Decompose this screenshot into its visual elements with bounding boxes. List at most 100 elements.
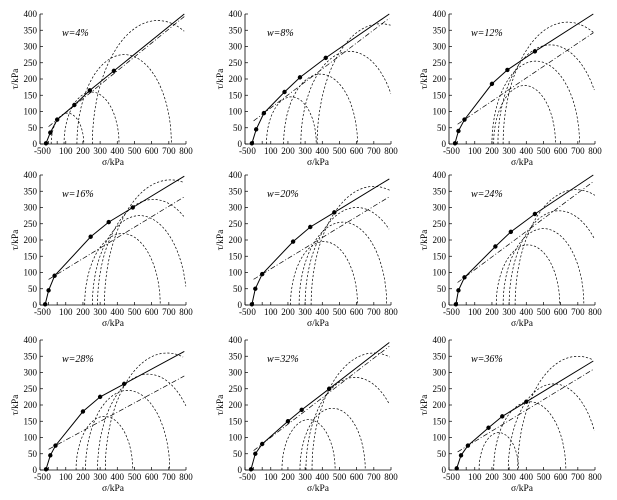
y-tick-label: 50: [233, 284, 243, 294]
mohr-circle: [304, 207, 390, 306]
y-tick-label: 0: [442, 300, 447, 310]
data-point: [285, 419, 291, 424]
x-tick-label: 200: [485, 146, 499, 156]
mohr-circle: [50, 112, 85, 144]
y-tick-label: 50: [233, 123, 243, 133]
x-tick-label: 0: [46, 472, 51, 482]
y-axis-label: τ/kPa: [420, 394, 430, 415]
y-tick-label: 400: [24, 9, 38, 19]
x-tick-label: 500: [537, 146, 551, 156]
y-tick-label: 250: [433, 219, 447, 229]
y-tick-label: 0: [238, 300, 243, 310]
y-tick-label: 350: [433, 186, 447, 196]
data-point: [458, 453, 464, 458]
mohr-circle: [75, 416, 134, 471]
data-point: [456, 288, 461, 293]
data-point: [87, 88, 93, 93]
data-point: [48, 453, 53, 458]
y-tick-label: 400: [433, 335, 447, 345]
y-tick-label: 300: [433, 368, 447, 378]
data-point: [323, 55, 328, 61]
mohr-circle: [495, 244, 561, 306]
data-point: [532, 211, 538, 217]
y-tick-label: 300: [24, 203, 38, 213]
y-tick-label: 300: [433, 203, 447, 213]
strength-envelope: [456, 360, 594, 469]
data-point: [43, 141, 49, 146]
data-point: [453, 302, 459, 307]
x-tick-label: 0: [251, 307, 256, 317]
data-point: [52, 273, 57, 278]
y-tick-label: 350: [229, 351, 243, 361]
y-tick-label: 0: [238, 465, 243, 475]
x-tick-label: 800: [588, 472, 602, 482]
mohr-circle: [491, 60, 580, 145]
x-tick-label: -50: [34, 307, 46, 317]
data-point: [282, 89, 287, 95]
panel-label: w=16%: [62, 189, 94, 200]
y-tick-label: 300: [229, 368, 243, 378]
y-tick-label: 200: [229, 235, 243, 245]
x-tick-label: -50: [239, 146, 251, 156]
x-tick-label: 300: [298, 472, 312, 482]
x-tick-label: -50: [34, 146, 46, 156]
x-tick-label: 300: [502, 307, 516, 317]
panel-label: w=28%: [62, 354, 94, 365]
y-axis-label: τ/kPa: [11, 68, 21, 89]
mohr-circle: [502, 228, 585, 306]
y-tick-label: 250: [433, 384, 447, 394]
x-tick-label: 200: [76, 307, 90, 317]
x-tick-label: 700: [367, 307, 381, 317]
y-tick-label: 200: [433, 235, 447, 245]
data-point: [524, 399, 529, 404]
mohr-circle: [85, 390, 171, 471]
x-tick-label: 300: [502, 472, 516, 482]
y-tick-label: 0: [33, 139, 38, 149]
data-point: [500, 414, 505, 419]
x-tick-label: 100: [59, 307, 73, 317]
y-tick-label: 150: [229, 416, 243, 426]
x-tick-label: 300: [93, 472, 107, 482]
linear-fit-line: [48, 16, 185, 127]
data-point: [462, 117, 467, 122]
y-tick-label: 100: [433, 433, 447, 443]
y-tick-label: 400: [433, 170, 447, 180]
mohr-circle: [84, 233, 161, 305]
x-axis-label: σ/kPa: [307, 158, 330, 168]
y-tick-label: 200: [24, 400, 38, 410]
y-tick-label: 350: [24, 186, 38, 196]
x-tick-label: 600: [350, 307, 364, 317]
x-axis-label: σ/kPa: [511, 484, 534, 494]
mohr-circle: [281, 419, 336, 471]
y-axis-label: τ/kPa: [420, 229, 430, 250]
x-tick-label: 100: [59, 146, 73, 156]
y-tick-label: 400: [229, 170, 243, 180]
y-tick-label: 200: [229, 74, 243, 84]
x-tick-label: 600: [350, 472, 364, 482]
y-tick-label: 150: [24, 416, 38, 426]
mohr-circle: [497, 44, 595, 144]
y-tick-label: 0: [238, 139, 243, 149]
data-point: [48, 130, 53, 135]
x-tick-label: 800: [384, 307, 398, 317]
x-tick-label: 600: [554, 307, 568, 317]
mohr-circle: [493, 85, 556, 144]
x-tick-label: 700: [367, 472, 381, 482]
data-point: [465, 443, 471, 448]
y-tick-label: 100: [24, 107, 38, 117]
x-tick-label: 0: [251, 472, 256, 482]
x-tick-label: 700: [571, 472, 585, 482]
x-tick-label: -50: [239, 472, 251, 482]
y-axis-label: τ/kPa: [216, 68, 226, 89]
y-tick-label: 400: [24, 335, 38, 345]
y-tick-label: 150: [433, 251, 447, 261]
data-point: [486, 425, 491, 430]
x-tick-label: 0: [455, 307, 460, 317]
data-point: [326, 386, 332, 391]
x-tick-label: 100: [264, 307, 278, 317]
x-tick-label: 0: [251, 146, 256, 156]
